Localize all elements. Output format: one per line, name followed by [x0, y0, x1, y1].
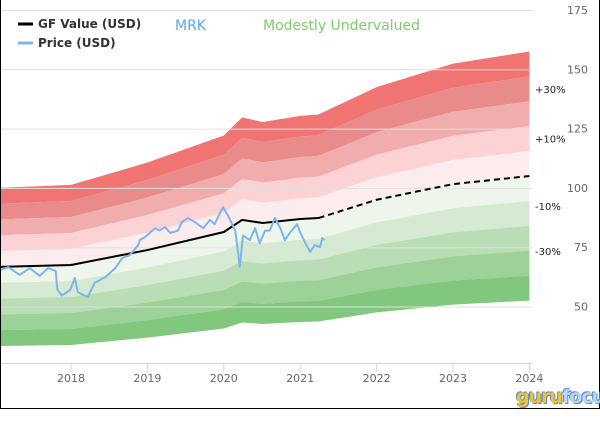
band-label: -30% [535, 247, 561, 258]
valuation-band-10 [0, 275, 530, 346]
gurufocus-logo: gurufocus [516, 386, 600, 408]
x-tick-label: 2021 [286, 372, 314, 385]
legend[interactable]: GF Value (USD) Price (USD) [18, 17, 141, 50]
band-label: -10% [535, 202, 561, 213]
y-tick-label: 125 [567, 123, 588, 136]
valuation-label: Modestly Undervalued [263, 18, 420, 34]
x-tick-label: 2020 [210, 372, 238, 385]
x-tick-label: 2024 [515, 372, 543, 385]
x-tick-label: 2023 [439, 372, 467, 385]
legend-gf-value[interactable]: GF Value (USD) [38, 17, 141, 31]
valuation-band-1 [0, 51, 530, 204]
y-tick-label: 100 [567, 182, 588, 195]
y-tick-label: 50 [574, 301, 588, 314]
x-tick-label: 2018 [57, 372, 85, 385]
valuation-band-5 [0, 151, 530, 267]
y-tick-label: 150 [567, 63, 588, 76]
gridlines [0, 10, 532, 308]
valuation-band-6 [0, 176, 530, 283]
band-label: +30% [535, 85, 566, 96]
axes: 5075100125150175+30%+10%-10%-30%72018201… [0, 4, 588, 385]
y-tick-label: 175 [567, 4, 588, 17]
ticker-label: MRK [175, 18, 207, 34]
price-line [0, 206, 326, 299]
band-label: +10% [535, 135, 566, 146]
valuation-band-9 [0, 250, 530, 331]
y-tick-label: 75 [574, 241, 588, 254]
valuation-band-3 [0, 101, 530, 236]
valuation-band-7 [0, 200, 530, 299]
x-tick-label: 2022 [363, 372, 391, 385]
gf-value-projected-line [318, 175, 530, 219]
valuation-band-2 [0, 76, 530, 220]
x-tick-label: 2019 [133, 372, 161, 385]
series-lines [0, 175, 530, 299]
valuation-bands [0, 51, 530, 346]
legend-price[interactable]: Price (USD) [38, 36, 116, 50]
